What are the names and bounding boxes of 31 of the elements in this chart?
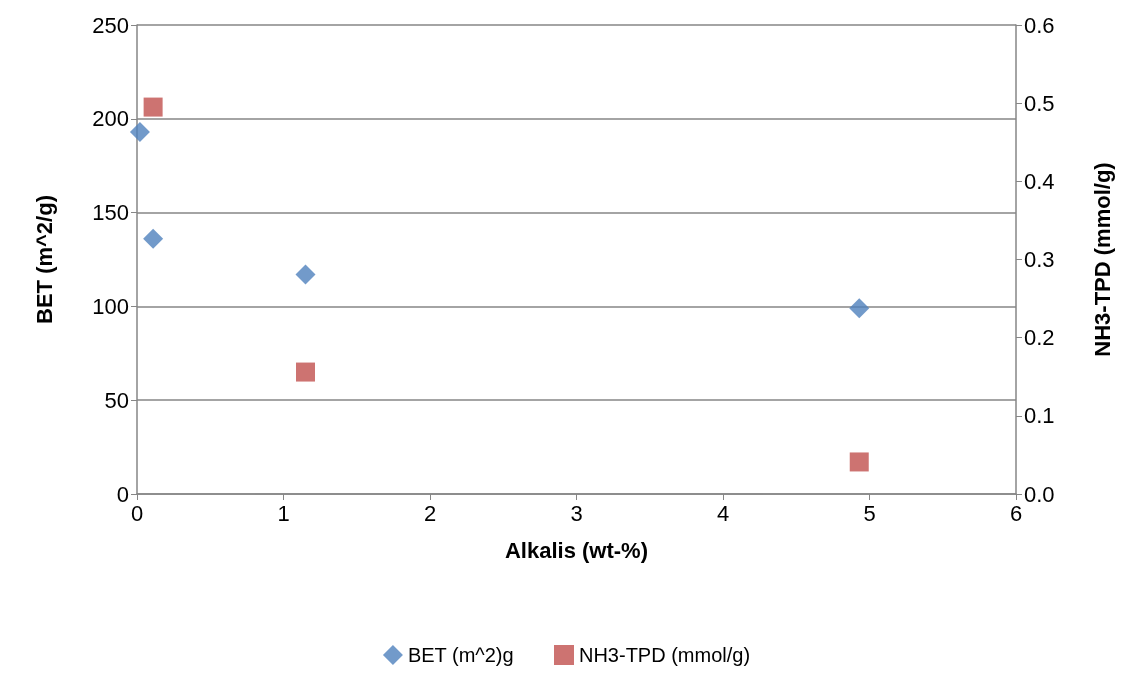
y-tick-label: 0 [116, 481, 129, 507]
x-tick-label: 2 [423, 500, 437, 526]
x-tick-label: 1 [277, 500, 290, 526]
y-axis-title: BET (m^2/g) [31, 195, 57, 324]
x-tick-label: 5 [863, 500, 876, 526]
point [143, 97, 163, 117]
point [849, 452, 869, 472]
y2-tick-label: 0.4 [1024, 168, 1055, 194]
y2-tick-label: 0.5 [1024, 90, 1055, 116]
y2-axis-title: NH3-TPD (mmol/g) [1089, 162, 1115, 357]
point [849, 298, 870, 319]
y2-tick-label: 0.0 [1024, 481, 1055, 507]
y-tick-label: 50 [104, 387, 129, 413]
y-tick-label: 100 [92, 293, 129, 319]
x-axis-title: Alkalis (wt-%) [504, 537, 649, 563]
y2-tick-label: 0.1 [1024, 403, 1055, 429]
x-tick-label: 4 [716, 500, 730, 526]
x-tick-label: 6 [1009, 500, 1023, 526]
y-tick-label: 200 [92, 106, 129, 132]
y2-tick-label: 0.6 [1024, 12, 1055, 38]
y2-tick-label: 0.3 [1024, 247, 1055, 272]
y2-tick-label: 0.2 [1024, 325, 1055, 351]
point [129, 121, 150, 142]
point [295, 362, 315, 382]
y-tick-label: 250 [92, 12, 129, 38]
y-tick-label: 150 [92, 200, 129, 226]
x-tick-label: 3 [570, 500, 583, 526]
point [143, 228, 164, 249]
legend-label: BET (m^2)g [407, 644, 514, 666]
point [295, 264, 316, 285]
legend-label: NH3-TPD (mmol/g) [578, 644, 751, 666]
